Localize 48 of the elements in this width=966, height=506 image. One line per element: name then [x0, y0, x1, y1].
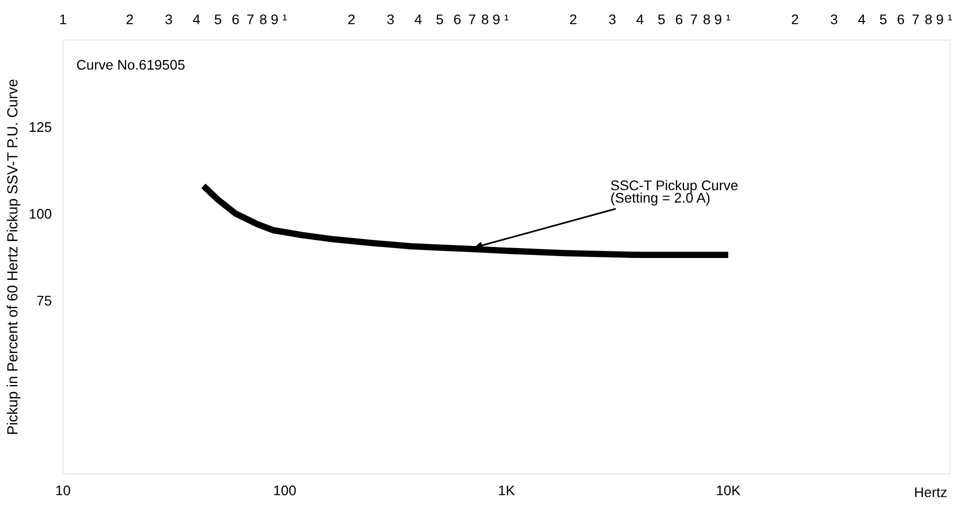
text: 5 [436, 14, 444, 24]
text: 8 [260, 14, 267, 24]
text: 9 [936, 14, 944, 24]
text: 9 [493, 14, 500, 24]
text: ¹ [282, 14, 287, 20]
text: ¹ [504, 14, 509, 20]
text: 3 [608, 14, 616, 24]
text: 2 [348, 14, 355, 24]
text: 8 [925, 14, 932, 24]
text: 2 [570, 14, 576, 24]
annotation: Curve No.619505 [77, 60, 185, 70]
y-tick-label: 75 [37, 296, 52, 306]
x-tick-label: 10 [56, 485, 70, 496]
x-tick-label: 1K [499, 486, 515, 496]
text: 4 [414, 14, 422, 24]
y-tick-label: 125 [30, 122, 52, 132]
text: 3 [165, 14, 172, 24]
text: 6 [454, 14, 461, 24]
text: 8 [482, 14, 488, 24]
annotation: SSC-T Pickup Curve (Setting = 2.0 A) [610, 180, 738, 206]
text: 4 [636, 14, 644, 24]
text: 7 [912, 14, 919, 24]
text: 2 [792, 14, 798, 24]
text: 6 [676, 14, 682, 24]
text: 6 [232, 14, 239, 24]
text: 6 [898, 14, 904, 24]
text: 3 [830, 14, 838, 24]
text: 2 [126, 14, 133, 24]
text: 4 [858, 14, 866, 24]
text: 8 [704, 14, 710, 24]
text: 5 [880, 14, 887, 24]
text: 7 [247, 14, 254, 24]
text: 5 [214, 14, 222, 24]
y-axis-title: Pickup in Percent of 60 Hertz Pickup SSV-T P.U. Curve [6, 80, 20, 434]
text: 7 [469, 14, 476, 24]
text: 5 [658, 14, 665, 24]
text: 4 [192, 14, 200, 24]
text: 3 [387, 14, 394, 24]
text: ¹ [726, 14, 730, 20]
x-tick-label: 100 [274, 485, 296, 496]
x-axis-title: Hertz [915, 487, 947, 498]
text: 9 [271, 14, 278, 24]
y-tick-label: 100 [30, 208, 52, 219]
text: 7 [690, 14, 698, 24]
text: ¹ [948, 14, 952, 20]
x-tick-label: 10K [716, 485, 740, 496]
text: 1 [60, 14, 66, 24]
text: 9 [714, 14, 722, 24]
